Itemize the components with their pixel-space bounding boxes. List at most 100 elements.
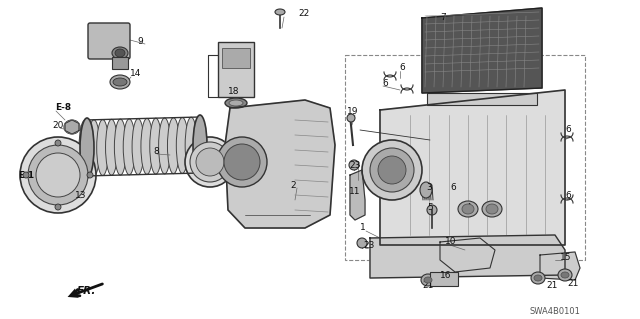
Ellipse shape (378, 156, 406, 184)
Ellipse shape (229, 100, 243, 106)
FancyBboxPatch shape (88, 23, 130, 59)
Text: 6: 6 (565, 125, 571, 135)
Ellipse shape (561, 272, 569, 278)
Bar (222, 48, 250, 68)
Text: 15: 15 (560, 253, 572, 262)
Text: 6: 6 (565, 190, 571, 199)
Ellipse shape (20, 137, 96, 213)
Ellipse shape (168, 118, 179, 174)
Ellipse shape (113, 78, 127, 86)
Circle shape (23, 172, 29, 178)
Polygon shape (540, 252, 580, 280)
Ellipse shape (357, 238, 367, 248)
Ellipse shape (482, 201, 502, 217)
Ellipse shape (421, 274, 435, 286)
Ellipse shape (141, 118, 153, 174)
Ellipse shape (275, 9, 285, 15)
Ellipse shape (531, 272, 545, 284)
Text: 8: 8 (153, 146, 159, 155)
Bar (430, 272, 458, 286)
Ellipse shape (225, 98, 247, 108)
Text: 19: 19 (347, 108, 358, 116)
Ellipse shape (106, 119, 118, 175)
Ellipse shape (97, 120, 109, 175)
Ellipse shape (150, 118, 162, 174)
Ellipse shape (132, 119, 144, 174)
Bar (345, 55, 585, 260)
Circle shape (87, 172, 93, 178)
Ellipse shape (190, 142, 230, 182)
Polygon shape (225, 100, 335, 228)
Ellipse shape (217, 137, 267, 187)
Text: 20: 20 (52, 121, 63, 130)
Ellipse shape (196, 148, 224, 176)
Polygon shape (422, 8, 542, 93)
Text: 21: 21 (546, 280, 557, 290)
Ellipse shape (458, 201, 478, 217)
Ellipse shape (462, 204, 474, 214)
Text: 12: 12 (202, 155, 213, 165)
Ellipse shape (112, 47, 128, 59)
Polygon shape (370, 235, 565, 278)
Ellipse shape (224, 144, 260, 180)
Text: 9: 9 (137, 36, 143, 46)
Ellipse shape (420, 182, 432, 198)
Text: 6: 6 (382, 78, 388, 87)
Ellipse shape (36, 153, 80, 197)
Text: 6: 6 (399, 63, 404, 72)
Ellipse shape (80, 118, 94, 178)
Circle shape (55, 204, 61, 210)
Text: 23: 23 (349, 160, 360, 169)
Text: 3: 3 (426, 183, 432, 192)
Polygon shape (440, 238, 495, 272)
Text: E-1: E-1 (18, 170, 34, 180)
Text: 14: 14 (130, 70, 141, 78)
Text: 10: 10 (445, 238, 456, 247)
Text: 21: 21 (567, 278, 579, 287)
Ellipse shape (534, 275, 542, 281)
Text: 22: 22 (298, 10, 309, 19)
Polygon shape (65, 120, 79, 134)
Ellipse shape (79, 120, 91, 176)
Ellipse shape (486, 204, 498, 214)
Polygon shape (380, 90, 565, 245)
Ellipse shape (558, 269, 572, 281)
Text: FR.: FR. (77, 286, 97, 296)
Ellipse shape (370, 148, 414, 192)
Ellipse shape (159, 118, 171, 174)
Text: 17: 17 (225, 50, 237, 60)
Ellipse shape (349, 160, 359, 170)
Text: 23: 23 (363, 241, 374, 249)
Text: 4: 4 (466, 203, 472, 211)
Text: 6: 6 (450, 183, 456, 192)
Text: 18: 18 (228, 86, 239, 95)
Text: 13: 13 (75, 190, 86, 199)
Ellipse shape (124, 119, 135, 175)
Ellipse shape (115, 49, 125, 57)
Ellipse shape (176, 117, 188, 174)
Text: 5: 5 (427, 203, 433, 211)
Text: 1: 1 (360, 224, 365, 233)
Ellipse shape (194, 117, 206, 173)
Circle shape (55, 140, 61, 146)
Bar (427, 93, 537, 105)
Ellipse shape (185, 137, 235, 187)
Ellipse shape (193, 115, 207, 175)
Text: 7: 7 (440, 13, 445, 23)
Text: 4: 4 (490, 204, 495, 213)
Bar (112, 57, 128, 69)
Ellipse shape (88, 120, 100, 176)
Text: 21: 21 (422, 280, 433, 290)
Ellipse shape (64, 120, 80, 134)
Polygon shape (350, 170, 365, 220)
Circle shape (347, 114, 355, 122)
Text: E-8: E-8 (55, 103, 71, 113)
Text: SWA4B0101: SWA4B0101 (529, 308, 580, 316)
Ellipse shape (427, 205, 437, 215)
Ellipse shape (28, 145, 88, 205)
Ellipse shape (185, 117, 197, 173)
Bar (218, 42, 254, 97)
Text: 16: 16 (440, 271, 451, 279)
Ellipse shape (362, 140, 422, 200)
Ellipse shape (110, 75, 130, 89)
